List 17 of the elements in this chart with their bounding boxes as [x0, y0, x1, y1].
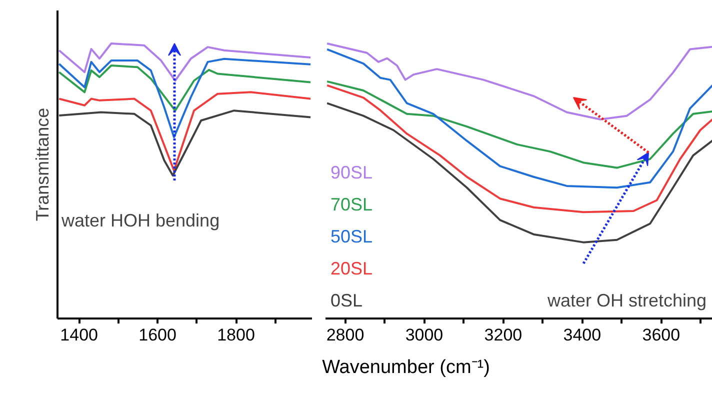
text: 20SL — [330, 258, 373, 278]
annotation: water HOH bending — [60, 210, 220, 230]
x-tick-label: 3600 — [642, 326, 680, 344]
text: 90SL — [330, 162, 373, 182]
x-tick-label: 2800 — [326, 326, 364, 344]
text: 0SL — [330, 290, 363, 310]
x-tick-label: 3000 — [405, 326, 444, 344]
text: 50SL — [330, 226, 373, 246]
x-tick-label: 1400 — [60, 326, 98, 344]
x-axis-title: Wavenumber (cm⁻¹) — [322, 356, 490, 380]
x-tick-label: 3400 — [563, 326, 602, 344]
x-tick-label: 3200 — [484, 326, 522, 344]
x-tick-label: 1800 — [217, 326, 255, 344]
x-tick-label: 1600 — [138, 326, 176, 344]
text: 70SL — [330, 194, 373, 214]
y-axis-title: Transmittance — [32, 108, 52, 222]
annotation: water OH stretching — [546, 290, 707, 310]
